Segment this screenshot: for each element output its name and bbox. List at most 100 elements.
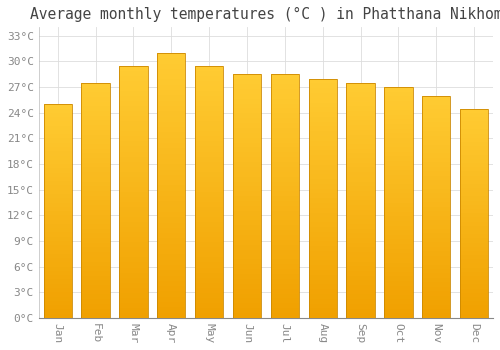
Bar — [82, 97, 110, 101]
Bar — [119, 187, 148, 192]
Bar — [460, 155, 488, 159]
Bar — [308, 222, 337, 227]
Bar — [44, 108, 72, 113]
Bar — [270, 211, 299, 216]
Bar — [384, 198, 412, 203]
Bar — [233, 250, 261, 254]
Bar — [384, 170, 412, 175]
Bar — [44, 284, 72, 288]
Bar — [270, 94, 299, 99]
Bar — [233, 201, 261, 206]
Bar — [346, 83, 375, 318]
Bar — [82, 276, 110, 280]
Bar — [384, 115, 412, 119]
Bar — [270, 157, 299, 162]
Bar — [308, 289, 337, 294]
Bar — [195, 212, 224, 217]
Bar — [119, 212, 148, 217]
Bar — [195, 273, 224, 278]
Bar — [195, 303, 224, 308]
Bar — [422, 145, 450, 149]
Bar — [422, 304, 450, 309]
Bar — [460, 192, 488, 196]
Bar — [44, 237, 72, 241]
Bar — [460, 142, 488, 146]
Bar — [384, 161, 412, 166]
Bar — [384, 96, 412, 101]
Bar — [308, 260, 337, 265]
Bar — [82, 182, 110, 186]
Bar — [82, 215, 110, 219]
Bar — [308, 112, 337, 117]
Bar — [233, 274, 261, 279]
Bar — [195, 207, 224, 212]
Bar — [195, 283, 224, 288]
Bar — [157, 292, 186, 297]
Bar — [195, 111, 224, 116]
Bar — [44, 224, 72, 228]
Bar — [422, 153, 450, 158]
Bar — [384, 276, 412, 281]
Bar — [384, 309, 412, 313]
Bar — [157, 58, 186, 64]
Bar — [346, 116, 375, 120]
Bar — [195, 298, 224, 303]
Bar — [119, 257, 148, 262]
Bar — [82, 210, 110, 215]
Bar — [308, 131, 337, 136]
Bar — [44, 104, 72, 108]
Bar — [157, 217, 186, 223]
Bar — [119, 252, 148, 257]
Bar — [195, 242, 224, 247]
Bar — [157, 106, 186, 111]
Bar — [270, 147, 299, 152]
Bar — [346, 243, 375, 247]
Bar — [422, 131, 450, 136]
Bar — [422, 233, 450, 238]
Bar — [270, 264, 299, 269]
Bar — [384, 166, 412, 170]
Bar — [270, 84, 299, 89]
Bar — [195, 237, 224, 242]
Bar — [233, 254, 261, 259]
Bar — [44, 147, 72, 151]
Bar — [270, 284, 299, 289]
Bar — [308, 174, 337, 179]
Bar — [346, 139, 375, 144]
Bar — [422, 100, 450, 105]
Bar — [119, 121, 148, 126]
Bar — [384, 133, 412, 138]
Bar — [44, 190, 72, 194]
Bar — [422, 118, 450, 122]
Bar — [82, 224, 110, 229]
Bar — [233, 245, 261, 250]
Bar — [308, 299, 337, 303]
Bar — [82, 83, 110, 318]
Bar — [157, 74, 186, 79]
Bar — [422, 314, 450, 318]
Bar — [157, 186, 186, 191]
Bar — [346, 280, 375, 285]
Bar — [422, 122, 450, 127]
Bar — [270, 299, 299, 303]
Bar — [44, 151, 72, 155]
Bar — [346, 294, 375, 299]
Bar — [384, 235, 412, 239]
Bar — [195, 71, 224, 76]
Bar — [82, 205, 110, 210]
Bar — [233, 220, 261, 225]
Bar — [195, 217, 224, 222]
Bar — [460, 117, 488, 121]
Bar — [460, 180, 488, 184]
Bar — [233, 94, 261, 99]
Bar — [119, 167, 148, 172]
Bar — [346, 120, 375, 125]
Bar — [44, 104, 72, 318]
Bar — [82, 168, 110, 172]
Bar — [119, 192, 148, 197]
Bar — [233, 279, 261, 284]
Bar — [82, 243, 110, 247]
Bar — [422, 296, 450, 300]
Bar — [422, 113, 450, 118]
Bar — [346, 233, 375, 238]
